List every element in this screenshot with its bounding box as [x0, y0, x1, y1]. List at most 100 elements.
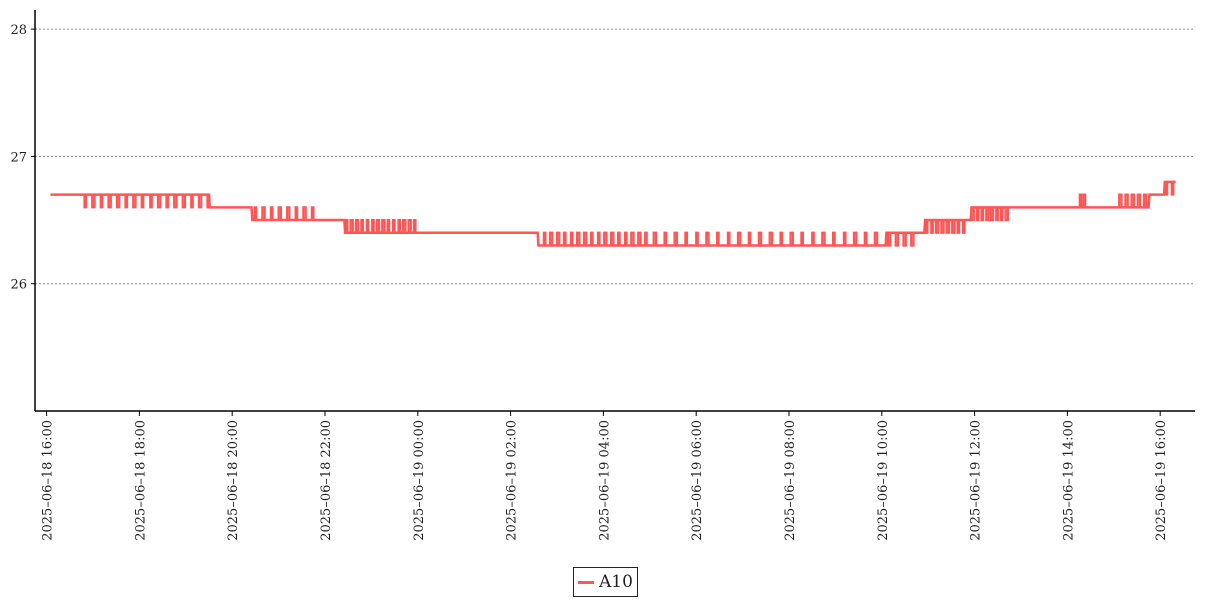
series-spike [1082, 193, 1087, 208]
series-spike [181, 194, 187, 209]
series-spike [569, 231, 574, 246]
x-tick-label: 2025–06–18 16:00 [41, 420, 56, 541]
series-spike [603, 231, 608, 246]
series-spike [365, 218, 370, 233]
series-spike [206, 194, 211, 209]
series-spike [736, 231, 742, 246]
series-spike [956, 220, 961, 234]
series-spike [360, 218, 364, 233]
series-spike [610, 231, 615, 246]
series-spike [91, 194, 96, 209]
series-spike [562, 231, 567, 246]
series-spike [673, 231, 678, 246]
series-spike [1124, 193, 1129, 208]
x-tick-label: 2025–06–19 00:00 [412, 420, 427, 541]
series-spike [842, 231, 847, 246]
series-spike [757, 231, 763, 246]
series-spike [821, 231, 826, 246]
series-spike [940, 220, 945, 234]
x-tick-label: 2025–06–19 14:00 [1061, 420, 1076, 541]
x-tick-label: 2025–06–19 02:00 [505, 420, 520, 541]
legend-label-a10: A10 [599, 572, 633, 592]
x-axis-ticks: 2025–06–18 16:00 2025–06–18 18:00 2025–06–… [41, 411, 1169, 541]
x-tick-label: 2025–06–19 04:00 [597, 420, 612, 541]
series-spike [886, 232, 892, 247]
series-spike [644, 231, 648, 246]
axes [34, 10, 1195, 412]
series-spike [190, 194, 194, 209]
series-spike [902, 232, 907, 247]
series-spike [945, 220, 951, 234]
series-spike [684, 231, 689, 246]
x-tick-label: 2025–06–19 10:00 [876, 420, 891, 541]
series-spike [140, 194, 145, 209]
series-spike [589, 231, 594, 246]
series-spike [596, 231, 601, 246]
grid-lines [35, 28, 1195, 285]
series-spike [630, 231, 635, 246]
series-spike [371, 218, 375, 233]
series-spike [1170, 181, 1175, 196]
series-spike [294, 206, 299, 221]
series-spike [349, 218, 354, 233]
series-spike [1078, 193, 1083, 208]
series-spike [726, 231, 731, 246]
x-tick-label: 2025–06–19 16:00 [1154, 420, 1169, 541]
series-spike [616, 231, 621, 246]
series-spike [310, 206, 315, 221]
series-spike [542, 231, 547, 246]
x-tick-label: 2025–06–18 18:00 [133, 420, 148, 541]
series-spike [277, 206, 283, 221]
series-spike [555, 231, 561, 246]
series-spike [149, 194, 153, 209]
y-tick-label: 28 [10, 23, 27, 38]
series-spike [107, 194, 112, 209]
x-tick-label: 2025–06–18 22:00 [319, 420, 334, 541]
series-spike [910, 232, 915, 247]
series-spike [970, 207, 975, 222]
series-spike [1004, 207, 1009, 222]
series-spike [1142, 193, 1148, 208]
x-tick-label: 2025–06–18 20:00 [226, 420, 241, 541]
series-spike [1164, 181, 1169, 196]
series-spike [269, 206, 274, 221]
series-spike [402, 218, 407, 233]
series-line-a10 [50, 180, 1176, 247]
series-spike [344, 218, 349, 233]
series-spike [975, 207, 980, 222]
series-layer [50, 180, 1176, 247]
series-spike [637, 231, 642, 246]
series-spike [115, 194, 121, 209]
series-spike [924, 220, 929, 234]
series-spike [1130, 193, 1136, 208]
series-spike [381, 218, 386, 233]
series-spike [375, 218, 381, 233]
x-tick-label: 2025–06–19 06:00 [690, 420, 705, 541]
series-spike [1118, 193, 1123, 208]
series-spike [695, 231, 699, 246]
x-tick-label: 2025–06–19 08:00 [783, 420, 798, 541]
series-spike [83, 194, 88, 209]
legend-swatch [578, 580, 594, 584]
series-spike [951, 220, 956, 234]
series-spike [789, 231, 794, 246]
legend: A10 [573, 567, 638, 597]
series-spike [989, 207, 995, 222]
series-spike [407, 218, 412, 233]
series-spike [354, 218, 360, 233]
series-spike [930, 220, 934, 234]
series-spike [582, 231, 588, 246]
series-spike [863, 231, 868, 246]
series-spike [961, 220, 966, 234]
series-spike [747, 231, 752, 246]
series-spike [132, 194, 137, 209]
series-spike [811, 231, 815, 246]
series-spike [391, 218, 396, 233]
series-spike [768, 231, 774, 246]
series-spike [623, 231, 628, 246]
series-spike [985, 207, 990, 222]
series-spike [576, 231, 581, 246]
series-spike [663, 231, 668, 246]
series-spike [999, 207, 1004, 222]
